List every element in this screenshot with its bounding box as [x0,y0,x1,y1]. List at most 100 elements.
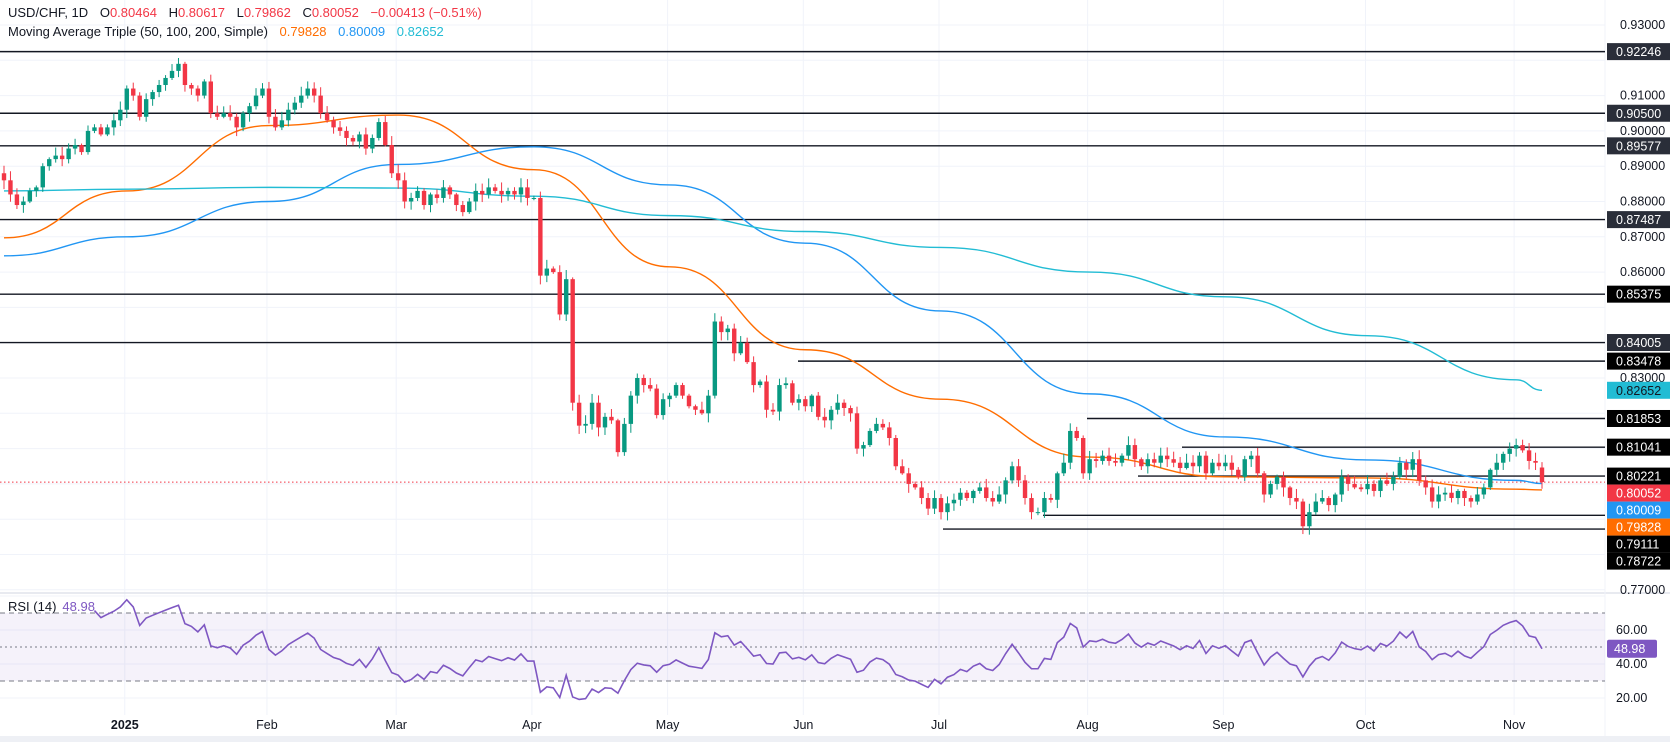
candle-body [1404,462,1409,470]
candle-body [137,95,142,117]
candle-body [848,408,853,414]
candle-body [828,409,834,421]
candle-body [996,494,1002,502]
candle-body [292,102,297,110]
candle-body [990,498,995,502]
candle-body [1300,501,1306,527]
ma100-value: 0.80009 [338,24,386,39]
candle-body [408,197,414,202]
candle-body [557,272,562,315]
candle-body [421,190,427,206]
candle-body [273,116,278,128]
change-value: −0.00413 (−0.51%) [370,5,482,20]
price-tick-label: 0.90000 [1620,124,1665,138]
candle-body [14,194,20,206]
candle-body [1126,445,1131,456]
candle-body [182,63,188,86]
candle-body [331,120,336,128]
time-tick-label: Sep [1212,718,1234,732]
candle-body [867,430,873,446]
candle-body [1216,462,1222,467]
candle-body [227,113,233,117]
candle-body [971,490,976,499]
low-label: L [236,5,244,20]
price-tick-label: 0.77000 [1620,583,1665,597]
candle-body [518,187,524,195]
time-tick-label: Jul [931,718,947,732]
candle-body [1229,462,1235,470]
indicator-title[interactable]: Moving Average Triple (50, 100, 200, Sim… [8,24,268,39]
candle-body [505,190,511,195]
high-value: 0.80617 [177,5,225,20]
candle-body [680,385,685,396]
candle-body [583,423,588,426]
candle-body [389,145,394,174]
candle-body [512,190,517,195]
rsi-line-group [93,598,1543,701]
price-axis[interactable]: 0.93000 0.91000 0.90000 0.89000 0.88000 0.870… [1607,18,1670,705]
candle-body [1242,459,1247,477]
candle-body [118,109,123,121]
candle-body [900,466,905,474]
candle-body [932,498,937,509]
candle-body [1468,498,1474,502]
candle-body [305,88,310,96]
candle-body [887,427,892,439]
candle-body [1475,494,1480,502]
level-price-tag-box [1607,352,1670,370]
level-price-tag-box [1607,285,1670,303]
candle-body [1481,487,1487,495]
indicator-legend[interactable]: Moving Average Triple (50, 100, 200, Sim… [8,24,444,39]
candle-body [790,383,795,403]
candle-body [415,190,420,198]
candle-body [1087,459,1092,474]
rsi-tick-label: 20.00 [1616,691,1647,705]
time-tick-label: May [656,718,680,732]
candle-body [538,197,543,276]
candle-body [1035,512,1041,514]
candle-body [673,385,679,396]
price-tick-label: 0.88000 [1620,195,1665,209]
horizontal-levels[interactable] [0,50,1605,530]
symbol-title[interactable]: USD/CHF, 1D [8,5,89,20]
level-price-tag-box [1607,552,1670,570]
candle-body [176,63,181,71]
close-label: C [302,5,312,20]
candle-body [803,399,808,407]
candle-body [1378,480,1383,491]
candle-body [854,413,860,449]
candle-body [428,194,433,206]
rsi-value-tag-box [1607,639,1657,658]
rsi-tick-label: 60.00 [1616,623,1647,637]
ma50-line [3,114,1543,491]
level-price-tag: 0.80221 [1616,470,1661,484]
candle-body [467,201,472,213]
candle-body [8,180,13,195]
candle-body [240,113,246,128]
candle-body [1236,469,1241,477]
moving-averages [3,114,1543,491]
candle-body [1423,480,1428,488]
candle-body [1249,455,1254,460]
open-label: O [99,5,110,20]
price-tag-box [1607,484,1670,502]
candle-body [266,88,272,117]
rsi-legend[interactable]: RSI (14) 48.98 [8,599,95,614]
candle-body [1184,462,1189,469]
candle-body [53,155,58,160]
candle-body [938,498,944,513]
candle-body [725,328,730,333]
candle-body [234,116,239,128]
candle-body [1119,455,1125,463]
candle-body [1391,476,1396,484]
candle-body [602,416,608,428]
rsi-title[interactable]: RSI (14) [8,599,57,614]
candle-body [34,187,39,191]
candle-body [72,145,78,149]
candle-body [1093,459,1099,461]
candle-body [169,70,175,78]
time-axis[interactable]: 2025 Feb Mar Apr May Jun Jul Aug Sep Oct Nov [111,718,1526,732]
candle-body [1003,480,1008,495]
candle-body [1042,498,1047,513]
